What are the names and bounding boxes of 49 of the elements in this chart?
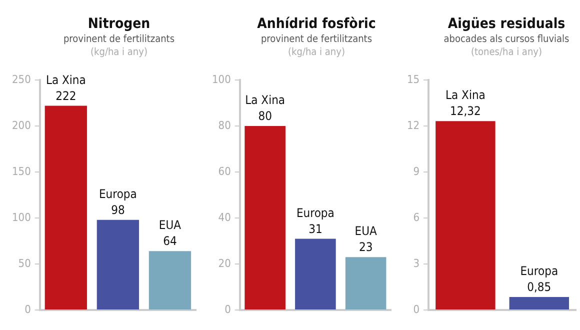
- bar: [345, 257, 386, 310]
- chart-title: Aigües residuals: [446, 16, 566, 33]
- data-label: 80: [258, 109, 272, 124]
- y-tick-label: 100: [12, 210, 31, 224]
- y-tick-label: 250: [12, 72, 31, 86]
- y-tick-label: 20: [218, 256, 231, 270]
- chart-subtitle: provinent de fertilitzants: [62, 33, 176, 46]
- y-tick-label: 60: [218, 164, 231, 178]
- chart-subtitle: provinent de fertilitzants: [260, 33, 374, 46]
- y-tick-label: 3: [413, 256, 420, 270]
- y-axis-title: (kg/ha i any): [90, 46, 148, 59]
- data-label: 222: [56, 88, 76, 103]
- bar: [96, 220, 140, 310]
- chart-title: Nitrogen: [86, 16, 152, 33]
- y-tick-label: 80: [218, 118, 231, 132]
- x-tick-label: EUA: [354, 224, 378, 238]
- y-tick-label: 40: [218, 210, 231, 224]
- data-label: 23: [358, 240, 373, 254]
- y-tick-label: 200: [12, 118, 31, 132]
- x-tick-label: La Xina: [46, 72, 86, 87]
- y-tick-label: 50: [18, 256, 31, 270]
- data-label: 12,32: [450, 104, 481, 118]
- data-label: 98: [111, 202, 125, 217]
- data-label: 0,85: [527, 280, 552, 294]
- y-tick-label: 0: [413, 302, 420, 316]
- y-axis-title: (tones/ha i any): [470, 46, 543, 59]
- x-tick-label: Europa: [296, 206, 334, 220]
- x-tick-label: EUA: [158, 218, 182, 232]
- y-tick-label: 150: [12, 164, 31, 178]
- y-tick-label: 9: [413, 164, 420, 178]
- x-tick-label: La Xina: [245, 93, 286, 108]
- bar: [295, 238, 336, 310]
- x-tick-label: Europa: [520, 264, 558, 278]
- chart-subtitle: abocades als cursos fluvials: [442, 33, 570, 46]
- y-tick-label: 15: [406, 72, 420, 86]
- x-tick-label: La Xina: [445, 88, 486, 102]
- y-tick-label: 100: [212, 72, 231, 86]
- y-tick-label: 0: [224, 302, 231, 316]
- bar: [148, 251, 192, 310]
- data-label: 31: [308, 222, 322, 236]
- y-tick-label: 0: [24, 302, 31, 316]
- y-tick-label: 6: [413, 210, 420, 224]
- y-axis-title: (kg/ha i any): [287, 46, 346, 59]
- chart-title: Anhídrid fosfòric: [256, 16, 377, 33]
- data-label: 64: [163, 234, 177, 248]
- y-tick-label: 12: [406, 118, 420, 132]
- bar: [44, 106, 87, 310]
- x-tick-label: Europa: [98, 186, 137, 201]
- bar: [244, 126, 286, 310]
